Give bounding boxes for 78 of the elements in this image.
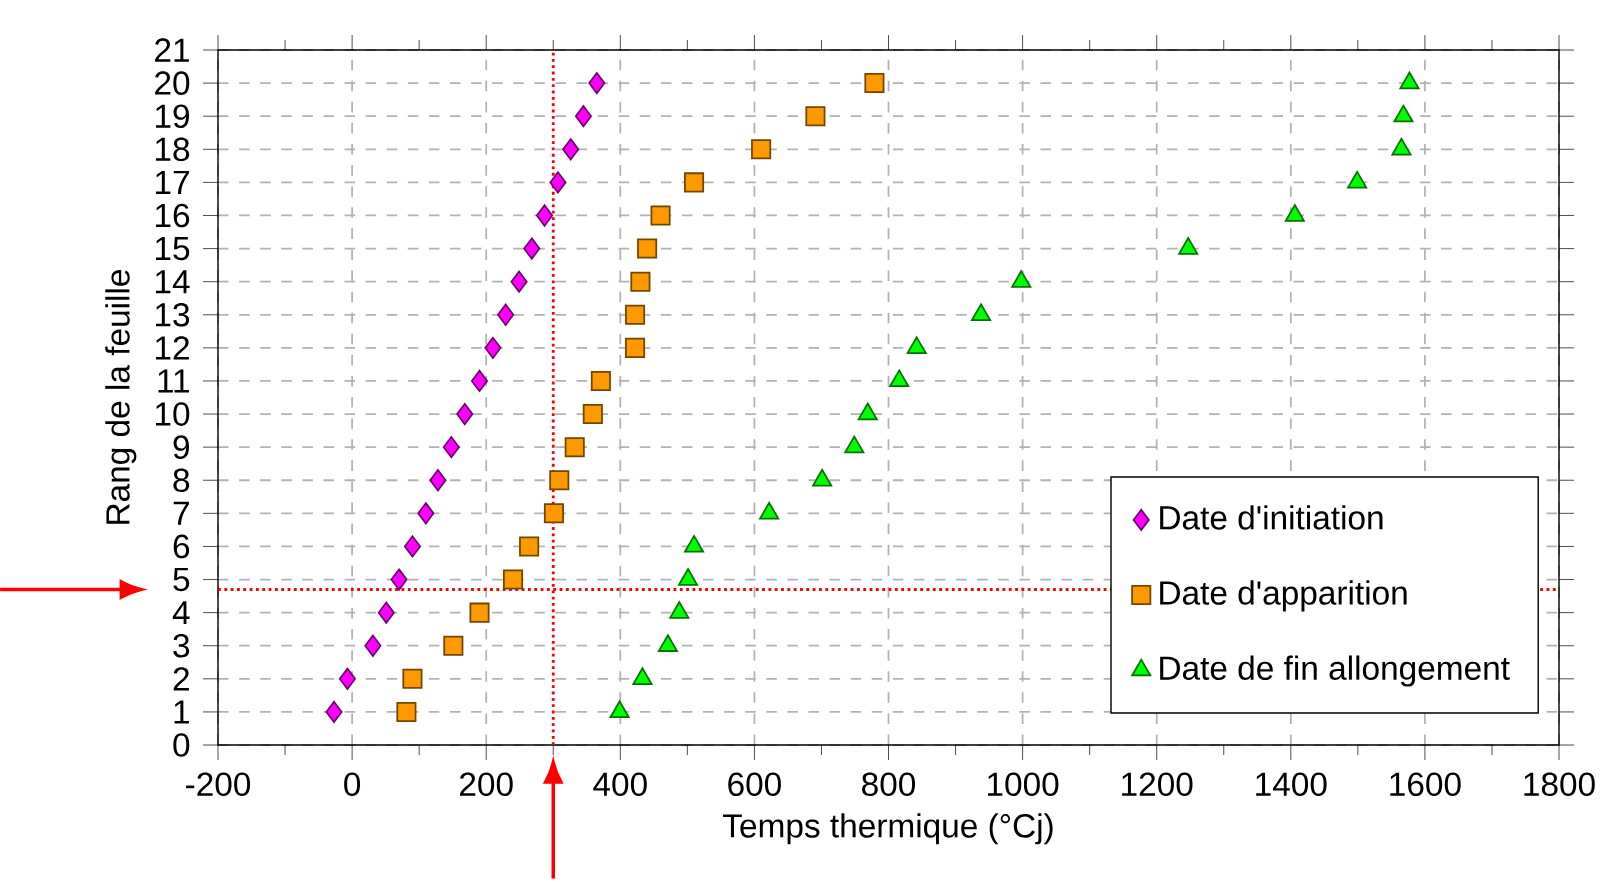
y-tick-label: 19 (155, 104, 189, 129)
point (503, 569, 524, 590)
point (523, 237, 541, 260)
y-tick-label: 20 (155, 71, 190, 95)
point (536, 204, 554, 227)
point (484, 336, 502, 359)
point (519, 536, 540, 557)
y-axis-title: Rang de la feuille (105, 270, 137, 524)
y-tick-label: 16 (155, 203, 190, 228)
x-tick-label: -200 (186, 772, 251, 797)
y-tick-label: 13 (155, 302, 190, 327)
point (549, 171, 567, 194)
point (429, 469, 447, 492)
point (417, 502, 435, 525)
legend-label: Date d'initiation (1160, 505, 1383, 530)
y-tick-label: 0 (173, 733, 190, 757)
point (684, 172, 705, 193)
y-tick-label: 4 (172, 601, 190, 625)
x-tick-label: 0 (344, 772, 361, 797)
point (497, 303, 515, 326)
legend-label: Date de fin allongement (1160, 655, 1510, 687)
x-tick-label: 1600 (1390, 772, 1461, 797)
point (549, 470, 570, 491)
point (338, 667, 356, 690)
point (443, 635, 464, 656)
point (630, 271, 651, 292)
y-tick-label: 2 (173, 667, 189, 691)
y-tick-label: 17 (155, 170, 189, 194)
point (588, 72, 606, 95)
y-tick-label: 18 (155, 137, 190, 162)
y-tick-label: 9 (173, 435, 189, 459)
x-axis-title: Temps thermique (°Cj) (723, 813, 1053, 845)
point (470, 369, 489, 393)
point (456, 402, 474, 426)
x-tick-label: 600 (728, 772, 781, 797)
y-tick-label: 15 (155, 236, 190, 261)
y-tick-label: 7 (173, 501, 189, 525)
x-tick-label: 1000 (988, 772, 1059, 797)
point (625, 337, 646, 358)
point (562, 138, 580, 161)
point (403, 535, 421, 558)
point (650, 205, 671, 226)
y-tick-label: 5 (173, 567, 190, 592)
y-tick-label: 21 (155, 38, 189, 62)
x-tick-label: 800 (862, 772, 916, 797)
y-tick-label: 3 (173, 633, 190, 658)
point (325, 700, 343, 723)
point (364, 634, 382, 657)
point (637, 238, 658, 259)
y-tick-label: 1 (174, 700, 189, 724)
point (469, 602, 490, 623)
point (402, 668, 423, 689)
point (574, 105, 592, 128)
y-tick-label: 11 (158, 369, 189, 393)
y-tick-label: 10 (155, 402, 190, 426)
y-tick-label: 12 (155, 336, 189, 360)
point (805, 106, 826, 127)
point (543, 503, 564, 524)
point (582, 404, 603, 425)
x-tick-label: 200 (460, 772, 513, 797)
point (864, 73, 885, 94)
y-tick-label: 6 (173, 534, 190, 559)
legend-label: Date d'apparition (1160, 580, 1407, 612)
y-tick-label: 8 (173, 468, 190, 493)
point (510, 270, 528, 293)
point (442, 436, 460, 459)
x-tick-label: 1400 (1256, 772, 1327, 797)
x-tick-label: 1800 (1524, 772, 1595, 797)
point (396, 701, 417, 722)
x-tick-label: 1200 (1122, 772, 1193, 797)
point (751, 139, 772, 160)
point (625, 304, 646, 325)
y-tick-label: 14 (155, 270, 190, 294)
point (390, 568, 408, 591)
x-tick-label: 400 (593, 772, 647, 797)
point (377, 601, 395, 624)
point (564, 437, 585, 458)
point (590, 370, 611, 391)
